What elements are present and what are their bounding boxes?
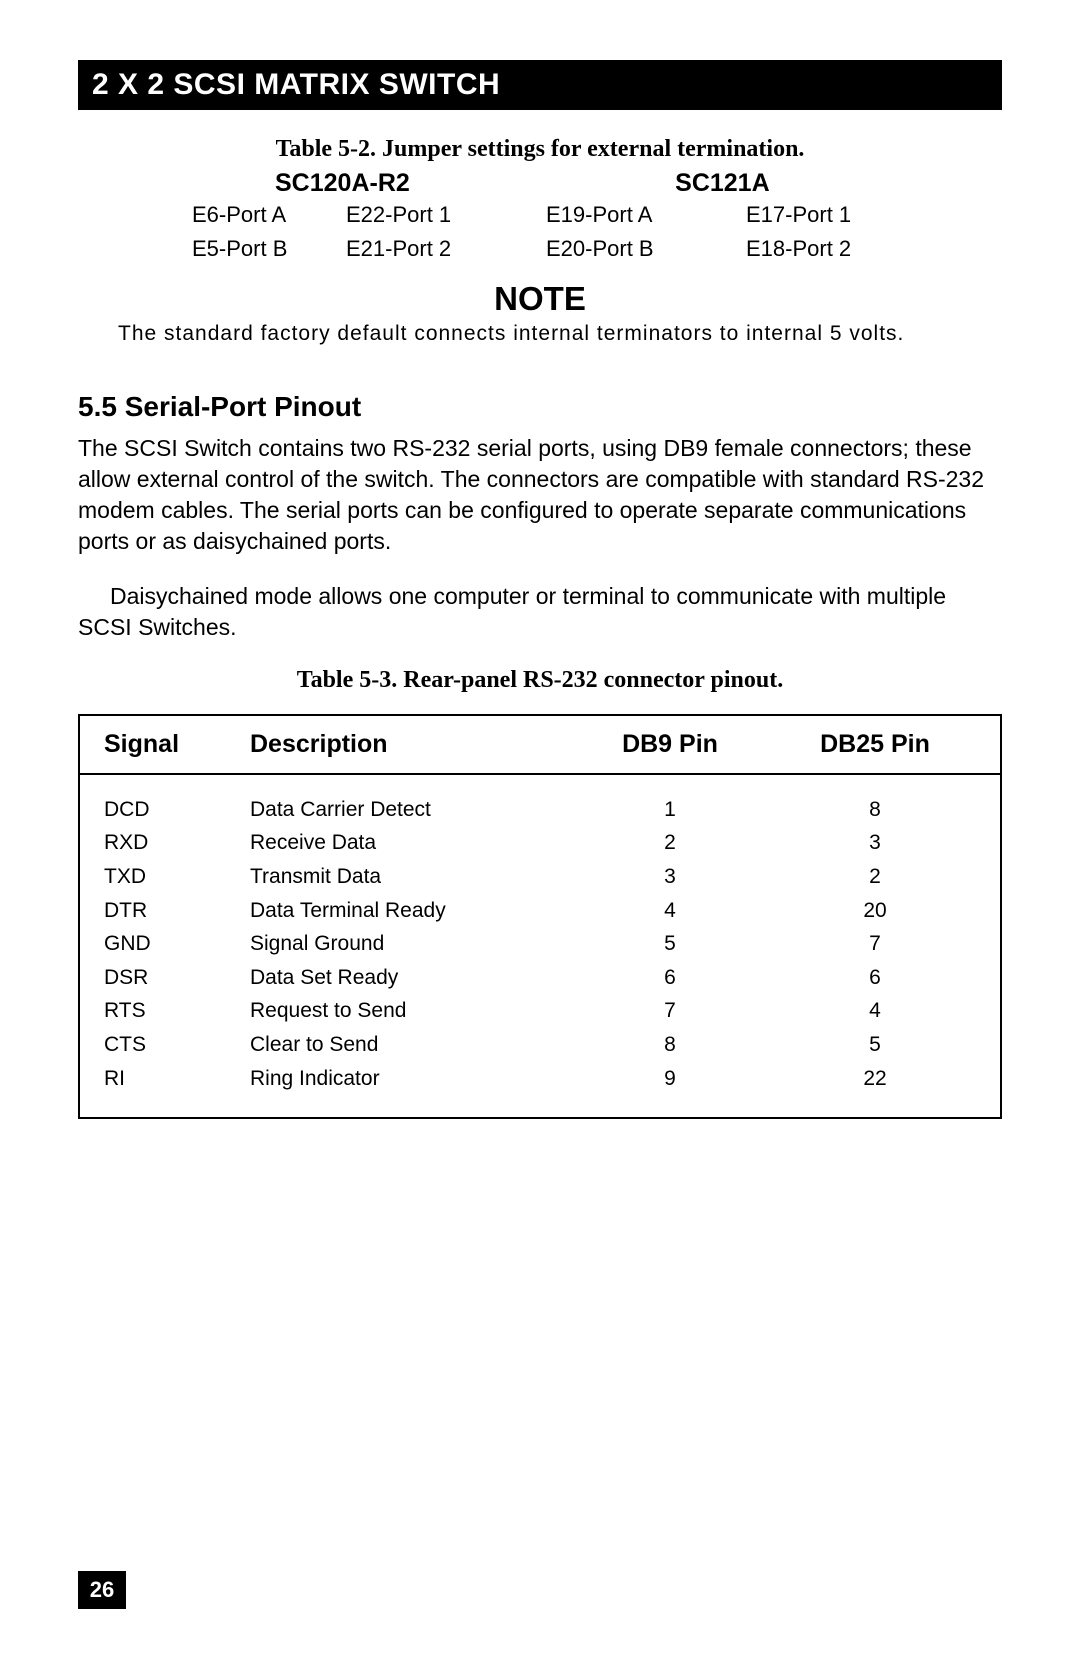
jumper-table-head: SC120A-R2 SC121A — [160, 169, 920, 198]
table-row: TXDTransmit Data32 — [80, 860, 1000, 894]
cell-db25: 6 — [770, 961, 980, 995]
section-paragraph: The SCSI Switch contains two RS-232 seri… — [78, 433, 1002, 557]
cell-description: Signal Ground — [250, 927, 570, 961]
table-row: DCDData Carrier Detect18 — [80, 793, 1000, 827]
note-text: The standard factory default connects in… — [78, 320, 1002, 348]
cell-db25: 4 — [770, 994, 980, 1028]
pinout-table: Signal Description DB9 Pin DB25 Pin DCDD… — [78, 714, 1002, 1119]
cell-signal: GND — [80, 927, 250, 961]
section-paragraph: Daisychained mode allows one computer or… — [78, 581, 1002, 643]
cell-description: Receive Data — [250, 826, 570, 860]
cell-signal: RTS — [80, 994, 250, 1028]
jumper-model-right: SC121A — [525, 169, 920, 198]
cell-db9: 7 — [570, 994, 770, 1028]
document-title: 2 X 2 SCSI MATRIX SWITCH — [92, 68, 988, 102]
cell-db9: 1 — [570, 793, 770, 827]
cell-signal: DTR — [80, 894, 250, 928]
cell-db25: 22 — [770, 1062, 980, 1096]
cell-db25: 7 — [770, 927, 980, 961]
table-row: GNDSignal Ground57 — [80, 927, 1000, 961]
pinout-table-body: DCDData Carrier Detect18RXDReceive Data2… — [80, 775, 1000, 1117]
cell-signal: TXD — [80, 860, 250, 894]
jumper-cell: E17-Port 1 — [746, 198, 904, 232]
note-heading: NOTE — [78, 280, 1002, 318]
col-header-db9: DB9 Pin — [570, 730, 770, 759]
pinout-table-caption: Table 5-3. Rear-panel RS-232 connector p… — [78, 667, 1002, 694]
table-row: CTSClear to Send85 — [80, 1028, 1000, 1062]
section-heading: 5.5 Serial-Port Pinout — [78, 391, 1002, 423]
cell-db25: 2 — [770, 860, 980, 894]
jumper-table-body: E6-Port A E5-Port B E22-Port 1 E21-Port … — [160, 198, 920, 266]
document-header: 2 X 2 SCSI MATRIX SWITCH — [78, 60, 1002, 110]
cell-description: Clear to Send — [250, 1028, 570, 1062]
jumper-model-left: SC120A-R2 — [160, 169, 525, 198]
table-row: DTRData Terminal Ready420 — [80, 894, 1000, 928]
jumper-cell: E18-Port 2 — [746, 232, 904, 266]
cell-db9: 5 — [570, 927, 770, 961]
cell-db9: 9 — [570, 1062, 770, 1096]
jumper-cell: E22-Port 1 — [346, 198, 534, 232]
cell-description: Data Terminal Ready — [250, 894, 570, 928]
jumper-cell: E21-Port 2 — [346, 232, 534, 266]
cell-db9: 8 — [570, 1028, 770, 1062]
cell-description: Ring Indicator — [250, 1062, 570, 1096]
cell-signal: RI — [80, 1062, 250, 1096]
cell-description: Data Carrier Detect — [250, 793, 570, 827]
cell-db25: 5 — [770, 1028, 980, 1062]
cell-signal: DCD — [80, 793, 250, 827]
cell-db25: 20 — [770, 894, 980, 928]
jumper-table: SC120A-R2 SC121A E6-Port A E5-Port B E22… — [160, 169, 920, 266]
jumper-cell: E20-Port B — [546, 232, 734, 266]
jumper-cell: E5-Port B — [192, 232, 334, 266]
cell-db25: 3 — [770, 826, 980, 860]
col-header-signal: Signal — [80, 730, 250, 759]
cell-db25: 8 — [770, 793, 980, 827]
cell-description: Request to Send — [250, 994, 570, 1028]
col-header-db25: DB25 Pin — [770, 730, 980, 759]
cell-signal: CTS — [80, 1028, 250, 1062]
jumper-table-caption: Table 5-2. Jumper settings for external … — [78, 136, 1002, 163]
cell-signal: RXD — [80, 826, 250, 860]
table-row: RXDReceive Data23 — [80, 826, 1000, 860]
cell-db9: 3 — [570, 860, 770, 894]
col-header-description: Description — [250, 730, 570, 759]
cell-signal: DSR — [80, 961, 250, 995]
jumper-cell: E6-Port A — [192, 198, 334, 232]
cell-db9: 6 — [570, 961, 770, 995]
jumper-cell: E19-Port A — [546, 198, 734, 232]
cell-description: Transmit Data — [250, 860, 570, 894]
pinout-table-head: Signal Description DB9 Pin DB25 Pin — [80, 716, 1000, 775]
table-row: RIRing Indicator922 — [80, 1062, 1000, 1096]
page-number: 26 — [78, 1571, 126, 1609]
cell-db9: 2 — [570, 826, 770, 860]
table-row: RTSRequest to Send74 — [80, 994, 1000, 1028]
cell-description: Data Set Ready — [250, 961, 570, 995]
table-row: DSRData Set Ready66 — [80, 961, 1000, 995]
cell-db9: 4 — [570, 894, 770, 928]
